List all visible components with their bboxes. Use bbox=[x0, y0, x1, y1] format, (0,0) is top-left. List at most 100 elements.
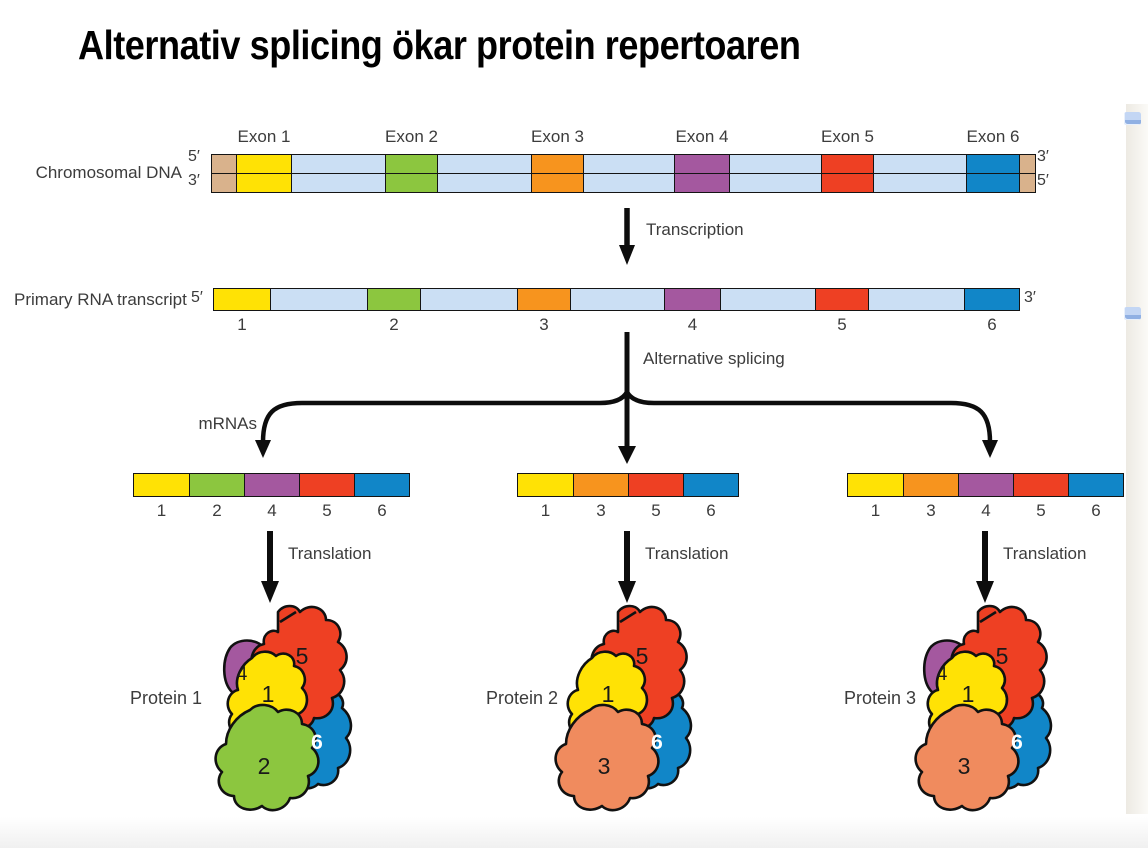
exon-4-segment: 4 bbox=[244, 474, 299, 520]
chromosomal-dna-bar: Exon 1 Exon 2 Exon 3 Exon 4 Exon 5 Exon 6 bbox=[211, 127, 1036, 193]
exon-number: 4 bbox=[687, 315, 698, 334]
exon-number: 5 bbox=[651, 501, 661, 520]
exon-5-segment: 5 bbox=[628, 474, 683, 520]
subunit-number: 1 bbox=[962, 681, 975, 707]
exon-number: 2 bbox=[212, 501, 222, 520]
exon-number: 3 bbox=[539, 315, 549, 334]
subunit-number: 1 bbox=[262, 681, 275, 707]
exon-1-segment: 1 bbox=[134, 474, 189, 520]
exon-number: 1 bbox=[237, 315, 247, 334]
dna-strand-divider bbox=[212, 172, 1035, 175]
exon-number: 3 bbox=[596, 501, 606, 520]
exon-label: Exon 1 bbox=[237, 127, 291, 146]
exon-5-segment: 5 bbox=[1013, 474, 1068, 520]
protein-label: Protein 3 bbox=[843, 688, 916, 708]
translation-arrow bbox=[976, 531, 994, 603]
exon-label: Exon 3 bbox=[531, 127, 584, 146]
protein-subunit-2 bbox=[214, 703, 320, 812]
exon-3-segment: 3 bbox=[903, 474, 958, 520]
subunit-number: 6 bbox=[1011, 731, 1023, 754]
translation-arrow bbox=[261, 531, 279, 603]
exon-label: Exon 4 bbox=[675, 127, 729, 146]
intron-segment bbox=[570, 289, 664, 310]
alternative-splicing-label: Alternative splicing bbox=[643, 349, 785, 368]
subunit-number: 1 bbox=[602, 681, 615, 707]
exon-6-segment: 6 bbox=[683, 474, 738, 520]
protein-label: Protein 1 bbox=[129, 688, 202, 708]
primary-rna-bar: 1 2 3 4 5 6 bbox=[213, 288, 1020, 334]
exon-6-segment: 6 bbox=[354, 474, 409, 520]
exon-4-segment: 4 bbox=[958, 474, 1013, 520]
protein-subunit-3 bbox=[914, 703, 1020, 812]
exon-5-segment: 5 bbox=[299, 474, 354, 520]
subunit-number: 5 bbox=[636, 643, 649, 669]
protein-structure-1: 4 6 51 2 bbox=[214, 604, 353, 812]
intron-segment bbox=[720, 289, 815, 310]
subunit-number: 4 bbox=[937, 664, 948, 685]
dna-3prime-left: 3′ bbox=[188, 172, 200, 189]
exon-number: 6 bbox=[706, 501, 716, 520]
exon-number: 1 bbox=[540, 501, 551, 520]
transcription-arrow bbox=[619, 208, 635, 265]
scroll-marker-icon[interactable] bbox=[1124, 112, 1141, 125]
mrnas-label: mRNAs bbox=[198, 414, 257, 433]
dna-5prime-right: 5′ bbox=[1037, 172, 1049, 189]
exon-number: 1 bbox=[156, 501, 167, 520]
exon-4-segment: 4 bbox=[664, 289, 720, 334]
exon-1-segment: 1 bbox=[518, 474, 573, 520]
exon-6-segment: 6 bbox=[1068, 474, 1123, 520]
exon-number: 3 bbox=[926, 501, 936, 520]
right-edge-panel bbox=[1126, 104, 1148, 814]
mrna-bar-3: 1 3 4 5 6 bbox=[847, 473, 1124, 520]
exon-6-segment: 6 bbox=[964, 289, 1019, 334]
subunit-number: 6 bbox=[311, 731, 323, 754]
subunit-number: 3 bbox=[598, 753, 611, 779]
protein-subunit-3 bbox=[554, 703, 660, 812]
intron-segment bbox=[420, 289, 517, 310]
translation-label: Translation bbox=[645, 544, 729, 563]
chromosomal-dna-label: Chromosomal DNA bbox=[35, 163, 182, 182]
slide-title: Alternativ splicing ökar protein reperto… bbox=[78, 22, 801, 68]
exon-number: 6 bbox=[987, 315, 997, 334]
protein-structure-2: 6 51 3 bbox=[554, 604, 693, 812]
mrna-bar-1: 1 2 4 5 6 bbox=[133, 473, 410, 520]
subunit-number: 4 bbox=[237, 664, 248, 685]
subunit-crease bbox=[619, 610, 637, 624]
rna-5prime: 5′ bbox=[191, 289, 203, 306]
intron-segment bbox=[868, 289, 964, 310]
exon-number: 6 bbox=[1091, 501, 1101, 520]
exon-number: 2 bbox=[389, 315, 399, 334]
exon-1-segment: 1 bbox=[214, 289, 270, 334]
exon-number: 4 bbox=[981, 501, 991, 520]
exon-2-segment: 2 bbox=[189, 474, 244, 520]
exon-label: Exon 6 bbox=[966, 127, 1020, 146]
rna-3prime: 3′ bbox=[1024, 289, 1036, 306]
translation-arrow bbox=[618, 531, 636, 603]
exon-number: 5 bbox=[322, 501, 332, 520]
exon-label: Exon 5 bbox=[821, 127, 874, 146]
exon-3-segment: 3 bbox=[573, 474, 628, 520]
dna-3prime-right: 3′ bbox=[1037, 148, 1049, 165]
subunit-number: 6 bbox=[651, 731, 663, 754]
alternative-splicing-arrows bbox=[255, 332, 998, 464]
subunit-number: 3 bbox=[958, 753, 971, 779]
exon-number: 5 bbox=[1036, 501, 1046, 520]
exon-5-segment: 5 bbox=[815, 289, 868, 334]
protein-structure-3: 4 6 51 3 bbox=[914, 604, 1053, 812]
exon-label: Exon 2 bbox=[385, 127, 438, 146]
mrna-bar-2: 1 3 5 6 bbox=[517, 473, 739, 520]
exon-1-segment: 1 bbox=[848, 474, 903, 520]
intron-segment bbox=[270, 289, 367, 310]
bottom-strip bbox=[0, 817, 1148, 848]
subunit-number: 5 bbox=[296, 643, 309, 669]
subunit-number: 2 bbox=[258, 753, 271, 779]
exon-number: 1 bbox=[870, 501, 881, 520]
translation-label: Translation bbox=[1003, 544, 1087, 563]
protein-label: Protein 2 bbox=[485, 688, 558, 708]
translation-label: Translation bbox=[288, 544, 372, 563]
transcription-label: Transcription bbox=[646, 220, 744, 239]
exon-number: 5 bbox=[837, 315, 847, 334]
subunit-crease bbox=[279, 610, 297, 624]
scroll-marker-icon[interactable] bbox=[1124, 307, 1141, 320]
